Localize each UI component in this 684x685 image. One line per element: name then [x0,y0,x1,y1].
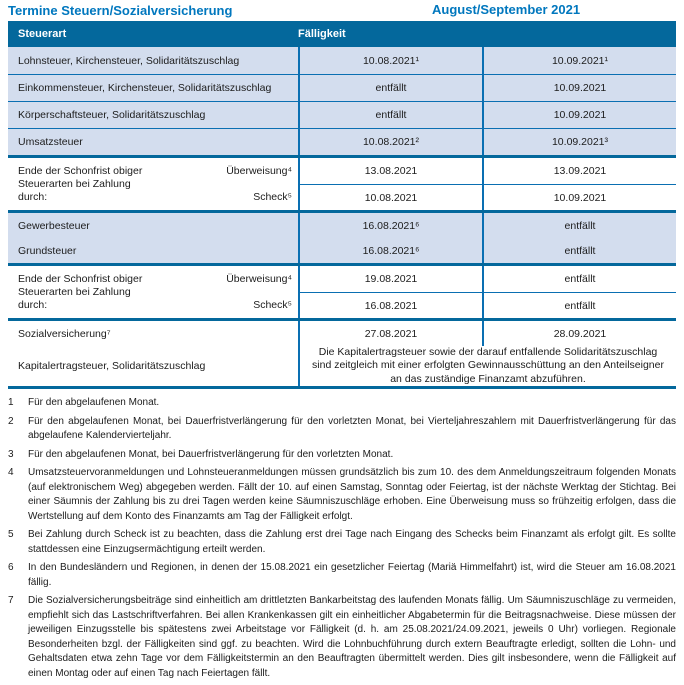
schonfrist-cell: Ende der Schonfrist obiger Steuerarten b… [8,266,298,318]
date-cell-september: entfällt [482,266,676,292]
footnote-number: 6 [8,562,14,573]
table-row: Lohnsteuer, Kirchensteuer, Solidaritätsz… [8,47,676,74]
newsletter-page: Termine Steuern/Sozialversicherung Augus… [8,0,676,681]
footnote-text: Die Sozialversicherungsbeiträge sind ein… [28,595,676,679]
table-row: Gewerbesteuer 16.08.2021⁶ entfällt [8,213,676,238]
row-label: Körperschaftsteuer, Solidaritätszuschlag [18,109,206,121]
date-cell-september: 28.09.2021 [482,321,676,346]
row-label: Grundsteuer [18,244,77,257]
row-label: Umsatzsteuer [18,136,83,148]
row-label: Gewerbesteuer [18,219,90,232]
method-label-ueberweisung: Überweisung⁴ [226,165,292,177]
period-label: August/September 2021 [432,2,581,17]
schonfrist-label: Ende der Schonfrist obiger Steuerarten b… [18,272,143,311]
tax-group-local: Gewerbesteuer 16.08.2021⁶ entfällt Grund… [8,210,676,263]
table-header: Steuerart Fälligkeit [8,21,676,47]
page-title: Termine Steuern/Sozialversicherung [8,3,233,18]
footnote: 7 Die Sozialversicherungsbeiträge sind e… [8,594,676,681]
footnote-number: 2 [8,415,14,427]
tax-group-social: Sozialversicherung⁷ 27.08.2021 28.09.202… [8,318,676,386]
schonfrist-cell: Ende der Schonfrist obiger Steuerarten b… [8,158,298,210]
tax-deadlines-table: Steuerart Fälligkeit Lohnsteuer, Kirchen… [8,21,676,389]
footnote-text: Umsatzsteuervoranmeldungen und Lohnsteue… [28,467,676,522]
footnote-text: Für den abgelaufenen Monat, bei Dauerfri… [28,415,676,442]
date-cell-august: 10.08.2021¹ [298,47,482,74]
date-cell-august: entfällt [298,102,482,128]
schonfrist-group-2: Ende der Schonfrist obiger Steuerarten b… [8,263,676,318]
method-label-scheck: Scheck⁵ [253,191,292,203]
row-label: Kapitalertragsteuer, Solidaritätszuschla… [18,360,206,372]
payment-methods: Überweisung⁴ Scheck⁵ [226,266,298,318]
date-cell-august: 19.08.2021 [298,266,482,292]
date-cell-september: 10.09.2021¹ [482,47,676,74]
footnote: 1 Für den abgelaufenen Monat. [8,396,676,411]
row-label: Einkommensteuer, Kirchensteuer, Solidari… [18,82,272,94]
schonfrist-label: Ende der Schonfrist obiger Steuerarten b… [18,164,143,203]
footnotes: 1 Für den abgelaufenen Monat. 2 Für den … [8,396,676,681]
table-row: Grundsteuer 16.08.2021⁶ entfällt [8,238,676,263]
footnote-text: Für den abgelaufenen Monat, bei Dauerfri… [28,448,394,460]
date-cell-august: 10.08.2021 [298,184,482,210]
footnote-text: Bei Zahlung durch Scheck ist zu beachten… [28,529,676,555]
footnote: 5 Bei Zahlung durch Scheck ist zu beacht… [8,528,676,557]
method-label-scheck: Scheck⁵ [253,299,292,311]
date-cell-september: 10.09.2021³ [482,129,676,155]
date-cell-august: 27.08.2021 [298,321,482,346]
date-cell-august: 13.08.2021 [298,158,482,184]
date-cell-august: 16.08.2021⁶ [298,213,482,238]
date-cell-september: 13.09.2021 [482,158,676,184]
schonfrist-group-1: Ende der Schonfrist obiger Steuerarten b… [8,155,676,210]
footnote-number: 7 [8,595,14,606]
kapitalertragsteuer-note: Die Kapitalertragsteuer sowie der darauf… [298,346,676,386]
row-label: Sozialversicherung⁷ [18,327,111,340]
date-cell-august: 10.08.2021² [298,129,482,155]
date-cell-september: entfällt [482,238,676,263]
footnote: 2 Für den abgelaufenen Monat, bei Dauerf… [8,415,676,444]
footnote-text: Für den abgelaufenen Monat. [28,397,160,408]
table-row: Einkommensteuer, Kirchensteuer, Solidari… [8,74,676,101]
method-label-ueberweisung: Überweisung⁴ [226,273,292,285]
date-cell-august: 16.08.2021⁶ [298,238,482,263]
table-row: Umsatzsteuer 10.08.2021² 10.09.2021³ [8,128,676,155]
tax-group-monthly: Lohnsteuer, Kirchensteuer, Solidaritätsz… [8,47,676,155]
footnote-number: 1 [8,397,14,408]
footnote: 3 Für den abgelaufenen Monat, bei Dauerf… [8,448,676,463]
header-col-steuerart: Steuerart [18,28,67,40]
date-cell-september: entfällt [482,213,676,238]
footnote: 4 Umsatzsteuervoranmeldungen und Lohnste… [8,466,676,524]
footnote-text: In den Bundesländern und Regionen, in de… [28,562,676,588]
date-cell-september: entfällt [482,292,676,318]
titlebar: Termine Steuern/Sozialversicherung Augus… [8,0,676,21]
table-row: Körperschaftsteuer, Solidaritätszuschlag… [8,101,676,128]
header-col-faelligkeit: Fälligkeit [298,28,346,40]
date-cell-august: entfällt [298,75,482,101]
footnote-number: 4 [8,467,14,478]
payment-methods: Überweisung⁴ Scheck⁵ [226,158,298,210]
row-label: Lohnsteuer, Kirchensteuer, Solidaritätsz… [18,54,240,67]
footnote-number: 5 [8,529,14,540]
footnote: 6 In den Bundesländern und Regionen, in … [8,561,676,590]
date-cell-august: 16.08.2021 [298,292,482,318]
date-cell-september: 10.09.2021 [482,75,676,101]
footnote-number: 3 [8,448,14,460]
date-cell-september: 10.09.2021 [482,102,676,128]
date-cell-september: 10.09.2021 [482,184,676,210]
